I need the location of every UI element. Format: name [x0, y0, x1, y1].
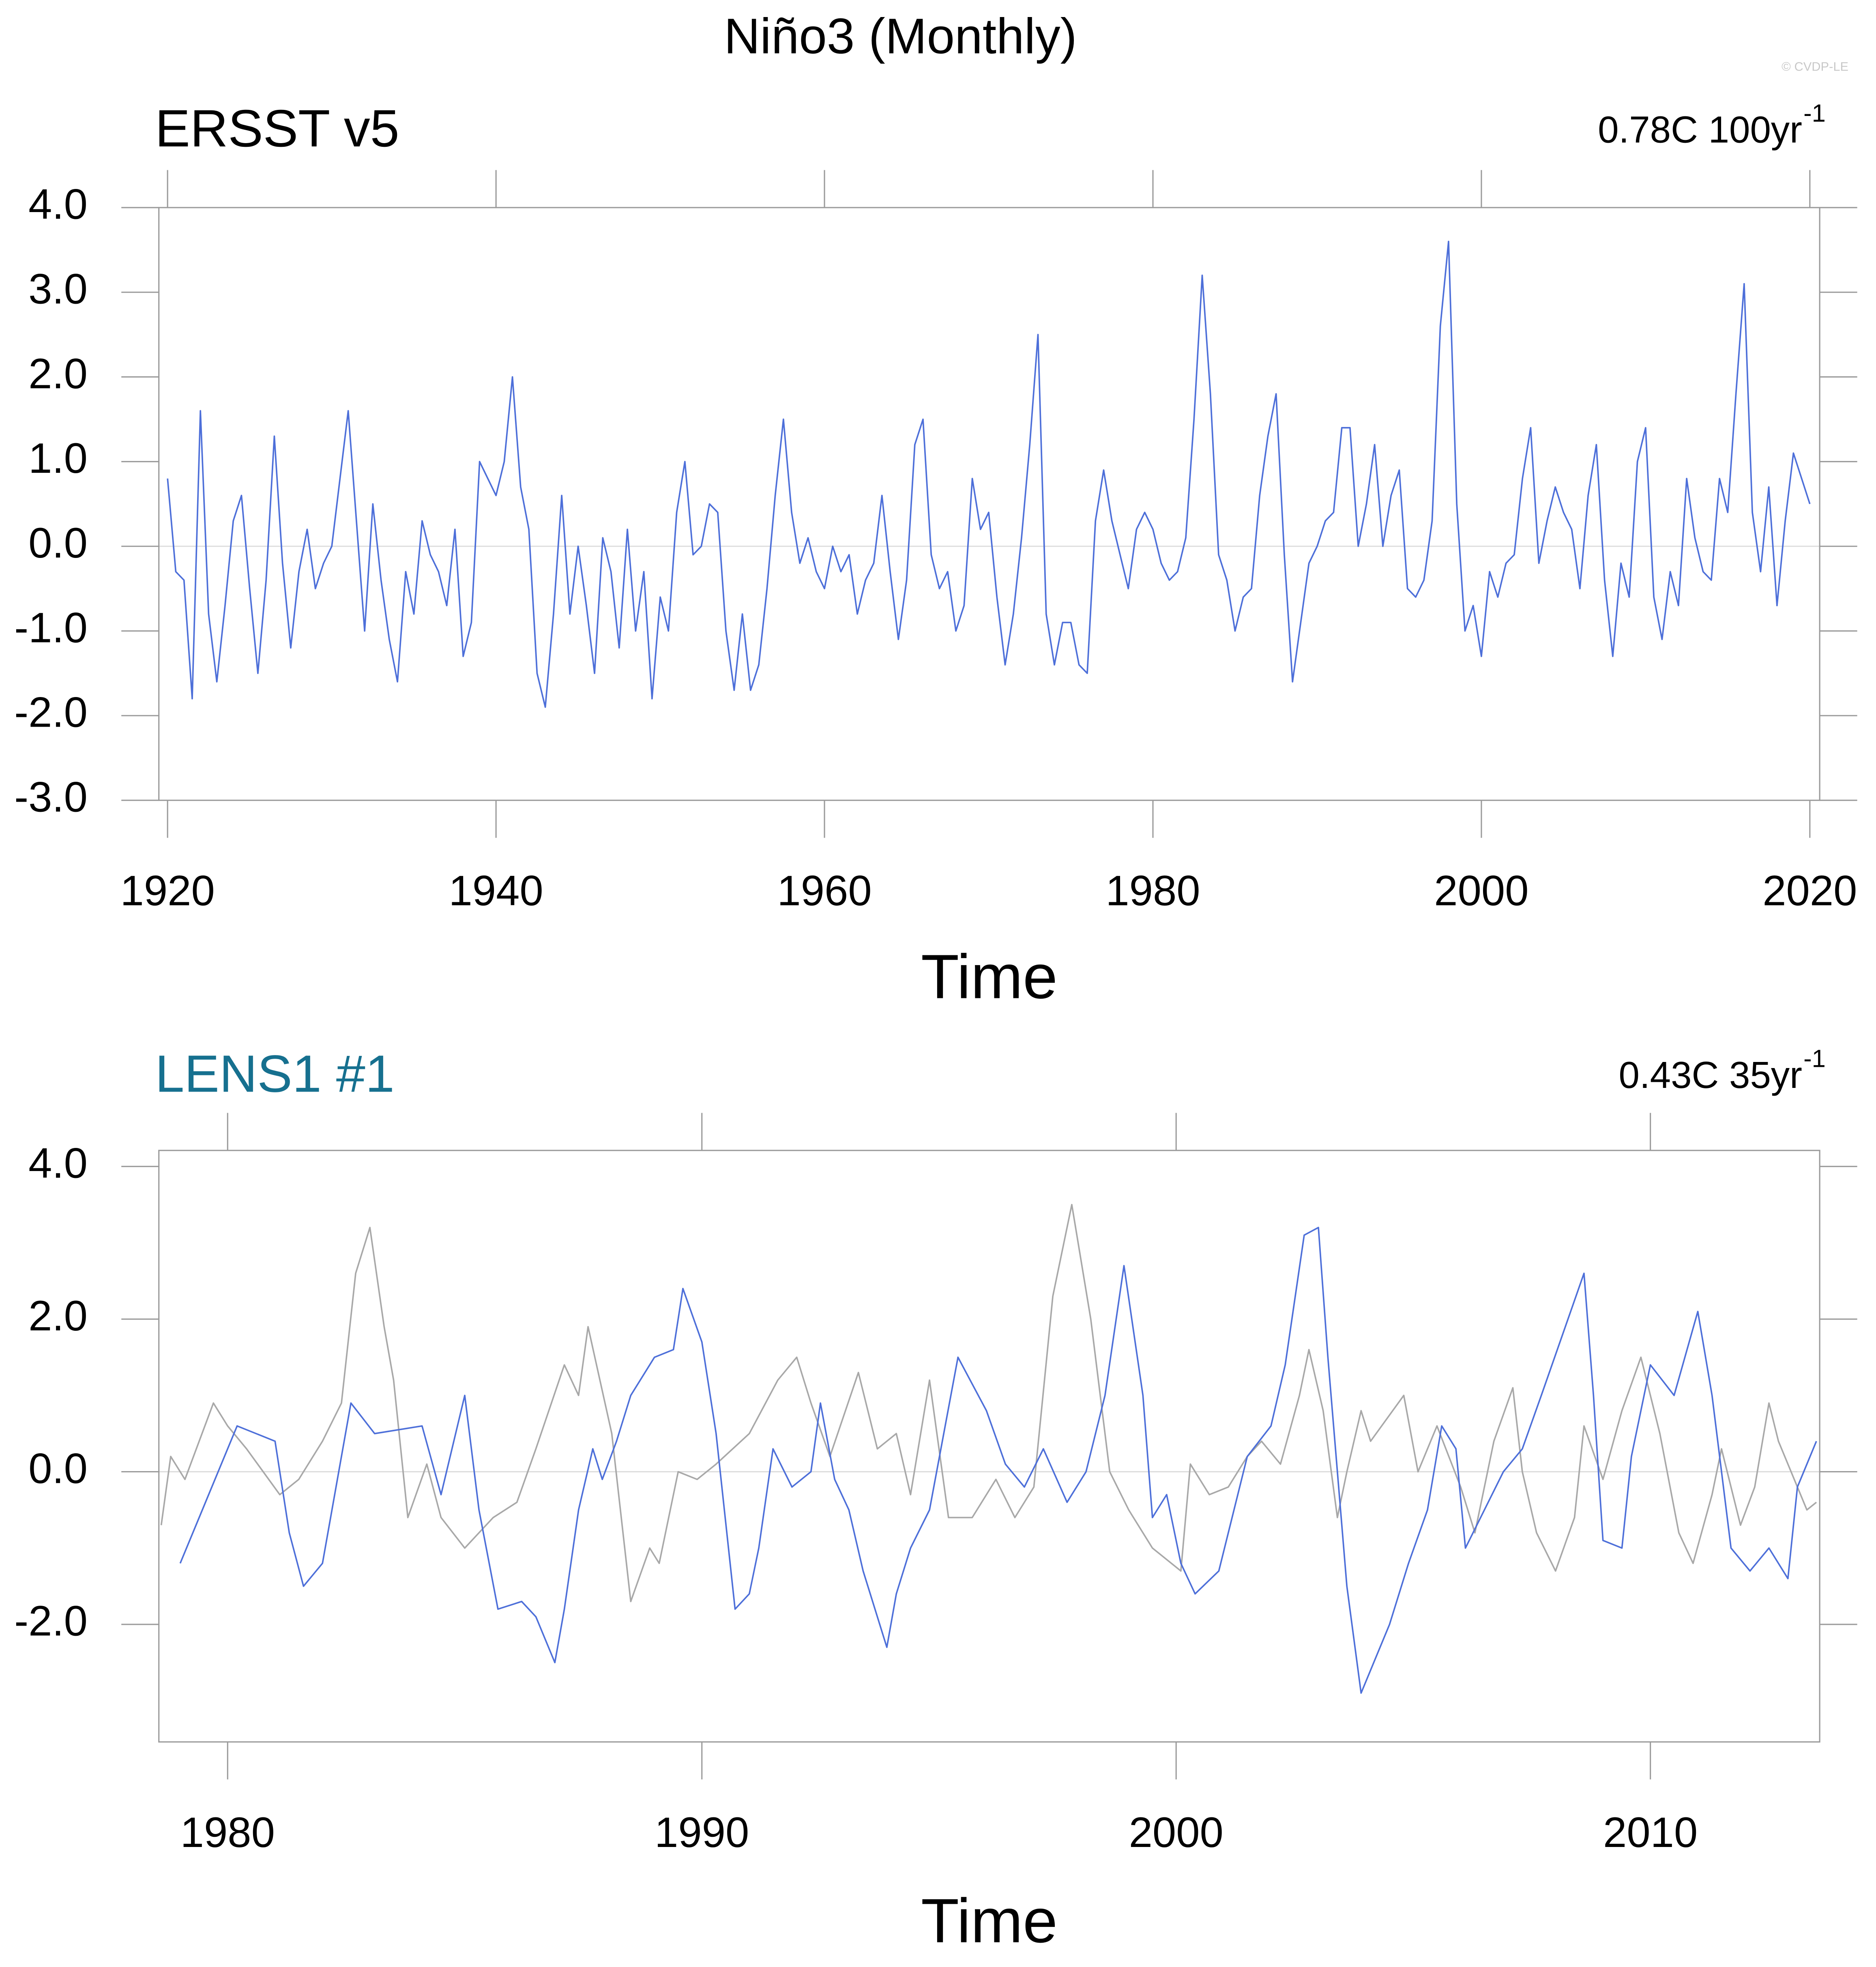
y-tick-label: -1.0	[14, 604, 88, 652]
series-line	[160, 1203, 1817, 1602]
x-tick-label: 1980	[1105, 867, 1200, 915]
y-tick-label: 4.0	[28, 181, 88, 228]
y-tick-label: 1.0	[28, 435, 88, 482]
x-tick-label: 2010	[1603, 1809, 1698, 1856]
trend-annotation: 0.43C 35yr	[1619, 1054, 1802, 1096]
x-tick-label: 1990	[655, 1809, 749, 1856]
x-axis-label: Time	[921, 942, 1058, 1012]
trend-annotation: 0.78C 100yr	[1598, 108, 1802, 150]
plot-frame	[158, 1150, 1820, 1743]
x-tick-label: 1960	[777, 867, 871, 915]
x-axis-label: Time	[921, 1885, 1058, 1956]
page-title: Niño3 (Monthly)	[724, 8, 1077, 64]
y-tick-label: 3.0	[28, 265, 88, 313]
x-tick-label: 2020	[1762, 867, 1857, 915]
x-tick-label: 2000	[1434, 867, 1528, 915]
y-tick-label: -3.0	[14, 773, 88, 821]
x-tick-label: 1940	[449, 867, 543, 915]
y-tick-label: 2.0	[28, 1292, 88, 1340]
series-line	[179, 1227, 1817, 1694]
chart-subtitle: ERSST v5	[155, 99, 399, 158]
y-tick-label: -2.0	[14, 689, 88, 736]
x-tick-label: 2000	[1129, 1809, 1223, 1856]
y-tick-label: 0.0	[28, 519, 88, 567]
y-tick-label: -2.0	[14, 1598, 88, 1645]
chart-subtitle: LENS1 #1	[155, 1045, 394, 1103]
x-tick-label: 1980	[180, 1809, 275, 1856]
x-tick-label: 1920	[120, 867, 215, 915]
plot-frame	[158, 207, 1820, 801]
series-line	[167, 240, 1811, 708]
trend-superscript: -1	[1803, 1045, 1826, 1073]
trend-superscript: -1	[1803, 99, 1826, 127]
watermark: © CVDP-LE	[1782, 60, 1848, 74]
y-tick-label: 2.0	[28, 350, 88, 397]
y-tick-label: 4.0	[28, 1139, 88, 1187]
y-tick-label: 0.0	[28, 1445, 88, 1492]
